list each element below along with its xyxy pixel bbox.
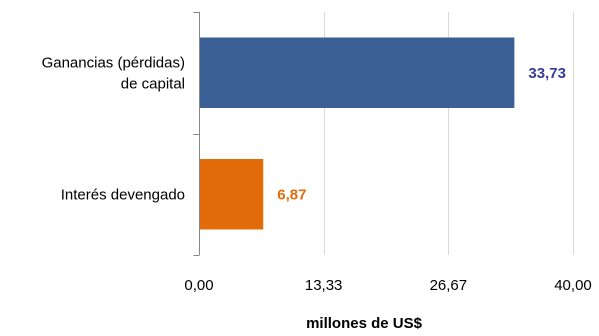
tick-label: 13,33 xyxy=(305,277,343,294)
data-label: 6,87 xyxy=(277,186,306,203)
tick-label: 0,00 xyxy=(184,277,213,294)
x-axis-title: millones de US$ xyxy=(306,315,423,332)
category-axis xyxy=(193,12,200,256)
bars-group xyxy=(200,37,515,230)
category-label: Ganancias (pérdidas) de capital xyxy=(42,54,185,92)
tick-labels: 0,00 13,33 26,67 40,00 xyxy=(184,277,591,294)
tick-label: 26,67 xyxy=(430,277,468,294)
tick-label: 40,00 xyxy=(554,277,592,294)
data-label: 33,73 xyxy=(528,65,566,82)
category-labels: Ganancias (pérdidas) de capital Interés de… xyxy=(42,54,185,203)
bar xyxy=(200,159,264,230)
category-label: Interés devengado xyxy=(61,186,185,203)
value-labels: 33,73 6,87 xyxy=(277,65,566,204)
bar xyxy=(200,37,515,108)
